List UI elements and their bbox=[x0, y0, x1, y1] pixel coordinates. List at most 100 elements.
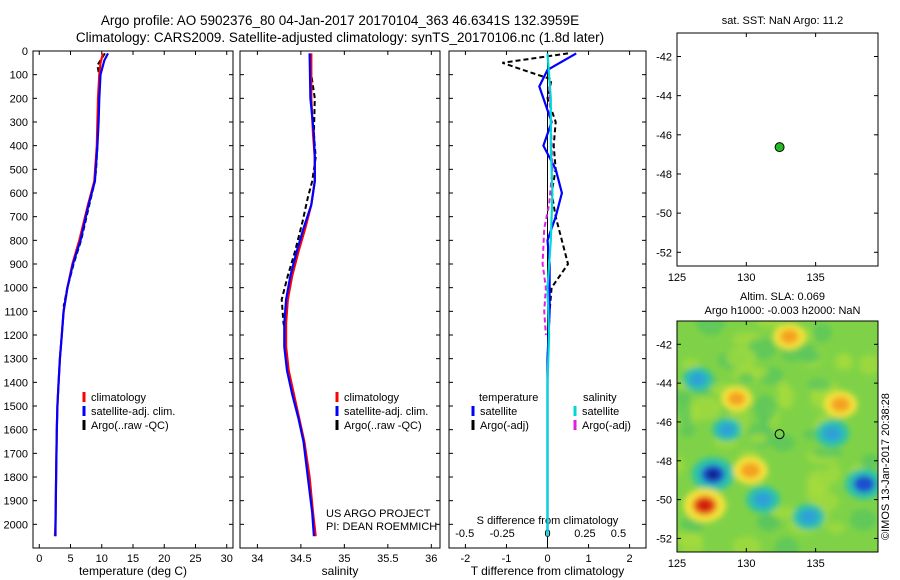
temperature-xtick-label: 10 bbox=[96, 553, 108, 565]
depth-tick-label: 1500 bbox=[4, 401, 28, 413]
difference-series-satellite bbox=[546, 53, 554, 537]
sst_map-frame bbox=[676, 32, 879, 267]
salinity-xlabel: salinity bbox=[322, 564, 359, 578]
sla-map-title-2: Argo h1000: -0.003 h2000: NaN bbox=[704, 305, 861, 317]
difference-series-argoadj bbox=[502, 52, 570, 359]
temperature-xlabel: temperature (deg C) bbox=[79, 564, 187, 578]
sla_map-xtick-label: 130 bbox=[737, 558, 755, 570]
depth-tick-label: 1200 bbox=[4, 330, 28, 342]
salinity-legend-climatology-label: climatology bbox=[344, 392, 400, 404]
temperature-legend-satellite-label: satellite-adj. clim. bbox=[91, 406, 175, 418]
sla_map-anomaly-core bbox=[689, 372, 707, 386]
sla_map-anomaly-core bbox=[831, 397, 851, 412]
salinity-xtick-label: 34 bbox=[251, 553, 263, 565]
sla_map-ytick-label: -46 bbox=[656, 417, 672, 429]
temperature-xtick-label: 25 bbox=[189, 553, 201, 565]
temperature-xtick-label: 30 bbox=[221, 553, 233, 565]
sla_map-texture bbox=[680, 534, 704, 552]
sla_map-anomaly-peak bbox=[698, 500, 711, 511]
sst_map-xtick-label: 135 bbox=[806, 272, 824, 284]
legend-sal-argo-label: Argo(-adj) bbox=[582, 420, 631, 432]
sla_map-texture bbox=[732, 536, 761, 552]
depth-tick-label: 1700 bbox=[4, 448, 28, 460]
legend-salinity-header: salinity bbox=[583, 392, 617, 404]
sla_map-field bbox=[677, 321, 878, 552]
legend-sal-satellite-label: satellite bbox=[582, 406, 619, 418]
salinity-series-satelliteadjclim bbox=[283, 53, 316, 537]
sla_map-ytick-label: -50 bbox=[656, 495, 672, 507]
sla_map-texture bbox=[757, 514, 778, 527]
sla_map-texture bbox=[748, 433, 768, 445]
sst_map-float-marker bbox=[774, 142, 785, 153]
legend-temperature-header: temperature bbox=[479, 392, 538, 404]
sla_map-texture bbox=[834, 353, 854, 371]
temperature-frame bbox=[32, 50, 234, 549]
depth-tick-label: 600 bbox=[10, 188, 28, 200]
sla_map-ytick-label: -52 bbox=[656, 533, 672, 545]
sst_map-xtick-label: 125 bbox=[668, 272, 686, 284]
sla_map-anomaly-peak bbox=[707, 469, 720, 480]
difference-xtick-label: -1 bbox=[502, 553, 512, 565]
sst_map-ytick-label: -50 bbox=[656, 208, 672, 220]
sla_map-anomaly-core bbox=[753, 492, 773, 508]
salinity-xtick-label: 36 bbox=[425, 553, 437, 565]
salinity-diff-tick-label: -0.5 bbox=[455, 528, 474, 540]
sla_map-anomaly-core bbox=[780, 329, 799, 344]
sla_map-texture bbox=[827, 522, 846, 534]
sla_map-texture bbox=[770, 506, 800, 520]
sla_map-texture bbox=[737, 372, 755, 384]
salinity-xtick-label: 35.5 bbox=[377, 553, 398, 565]
difference-xtick-label: 2 bbox=[627, 553, 633, 565]
depth-tick-label: 900 bbox=[10, 259, 28, 271]
depth-tick-label: 1400 bbox=[4, 377, 28, 389]
sla_map-texture bbox=[796, 350, 823, 364]
sla_map-texture bbox=[677, 399, 692, 422]
difference-xtick-label: 0 bbox=[544, 553, 550, 565]
sla_map-anomaly-core bbox=[799, 509, 818, 525]
depth-tick-label: 0 bbox=[22, 46, 28, 58]
salinity-diff-tick-label: 0.5 bbox=[611, 528, 626, 540]
sla_map-texture bbox=[849, 508, 877, 531]
depth-tick-label: 100 bbox=[10, 70, 28, 82]
depth-tick-label: 1100 bbox=[4, 306, 28, 318]
temperature-legend-argo-label: Argo(..raw -QC) bbox=[91, 420, 169, 432]
salinity-legend-satellite-label: satellite-adj. clim. bbox=[344, 406, 428, 418]
temperature-xtick-label: 5 bbox=[67, 553, 73, 565]
sst_map-ytick-label: -44 bbox=[656, 91, 672, 103]
sla_map-texture bbox=[816, 492, 839, 511]
sst_map-ytick-label: -42 bbox=[656, 51, 672, 63]
difference-xtick-label: 1 bbox=[585, 553, 591, 565]
sla-map-title-1: Altim. SLA: 0.069 bbox=[740, 291, 825, 303]
sla_map-texture bbox=[690, 396, 721, 421]
depth-tick-label: 2000 bbox=[4, 519, 28, 531]
project-label: US ARGO PROJECT bbox=[326, 508, 431, 520]
sla_map-texture bbox=[806, 469, 832, 495]
sst_map-ytick-label: -48 bbox=[656, 169, 672, 181]
sla_map-texture bbox=[812, 323, 832, 343]
difference-xlabel: T difference from climatology bbox=[471, 564, 625, 578]
salinity-legend-argo-label: Argo(..raw -QC) bbox=[344, 420, 422, 432]
temperature-series-satelliteadjclim bbox=[54, 52, 109, 537]
sla_map-texture bbox=[807, 378, 832, 392]
salinity-diff-tick-label: -0.25 bbox=[490, 528, 515, 540]
depth-tick-label: 400 bbox=[10, 141, 28, 153]
title-line-2: Climatology: CARS2009. Satellite-adjuste… bbox=[75, 30, 605, 45]
temperature-legend-climatology-label: climatology bbox=[91, 392, 147, 404]
sla_map-texture bbox=[774, 537, 799, 552]
sst_map-ytick-label: -52 bbox=[656, 247, 672, 259]
sla_map-blobs bbox=[677, 321, 878, 552]
sla_map-ytick-label: -48 bbox=[656, 456, 672, 468]
sla_map-texture bbox=[753, 394, 777, 422]
depth-tick-label: 1300 bbox=[4, 354, 28, 366]
sla_map-texture bbox=[756, 321, 782, 328]
sla_map-xtick-label: 135 bbox=[806, 558, 824, 570]
temperature-xtick-label: 15 bbox=[127, 553, 139, 565]
sla_map-texture bbox=[858, 354, 878, 375]
salinity-frame bbox=[239, 50, 441, 549]
depth-tick-label: 1600 bbox=[4, 425, 28, 437]
sla_map-texture bbox=[696, 321, 726, 336]
sla_map-frame bbox=[676, 320, 879, 553]
sla_map-texture bbox=[770, 434, 796, 452]
legend-temp-argo-label: Argo(-adj) bbox=[480, 420, 529, 432]
